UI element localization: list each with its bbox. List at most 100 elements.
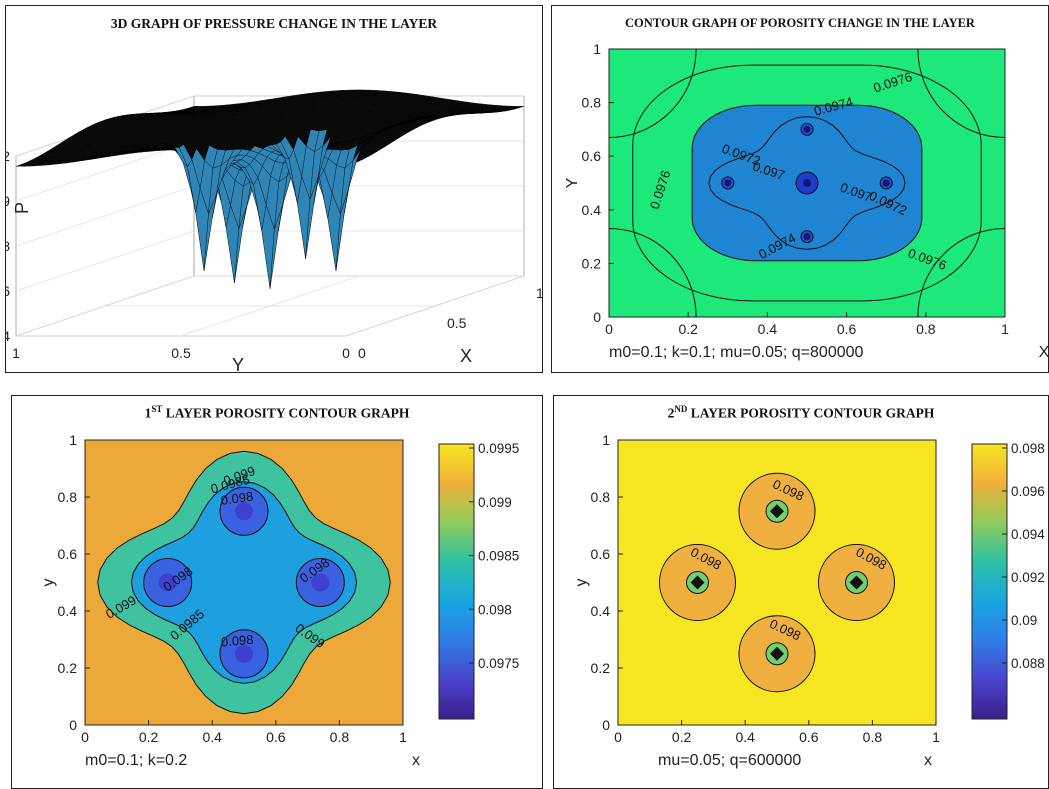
y-tick-label: 1 xyxy=(12,345,20,361)
porosity-contour-plot: 0 0.2 0.4 0.6 0.8 1 0 0.2 0.4 0.6 0.8 1 Ym0=0.1; k=0… xyxy=(564,41,1048,361)
contour-label: 0.098 xyxy=(220,632,254,650)
colorbar-tick-label: 0.096 xyxy=(1011,484,1045,499)
x-tick-label: 0.2 xyxy=(678,321,698,337)
y-tick-label: 0.4 xyxy=(58,603,78,619)
y-tick-label: 0.4 xyxy=(591,603,611,619)
x-tick-label: 0.5 xyxy=(447,315,467,331)
well-core xyxy=(770,504,784,519)
x-tick-label: 1 xyxy=(536,285,543,301)
y-tick-label: 0 xyxy=(342,345,350,361)
plot-frame xyxy=(608,48,1006,318)
z-gridline xyxy=(15,230,524,292)
x-axis-label: x xyxy=(924,752,932,769)
x-tick-label: 0 xyxy=(605,321,613,337)
contour-0.0972 xyxy=(708,116,906,250)
title-text: LAYER POROSITY CONTOUR GRAPH xyxy=(687,405,935,421)
y-tick-label: 0.5 xyxy=(171,345,191,361)
x-tick-label: 0.8 xyxy=(863,729,883,745)
y-gridline xyxy=(345,275,525,337)
layer1-contour-panel: 1ST LAYER POROSITY CONTOUR GRAPH 0 0.2 0.4… xyxy=(11,395,543,789)
x-tick-label: 0.8 xyxy=(916,321,936,337)
colorbar-tick-label: 0.099 xyxy=(478,495,512,510)
x-tick-label: 0.4 xyxy=(202,729,222,745)
z-tick-label: 0.92 xyxy=(5,148,10,164)
x-tick-label: 0.2 xyxy=(672,729,692,745)
well-core xyxy=(158,573,177,592)
y-tick-label: 0.6 xyxy=(582,148,602,164)
plot-area xyxy=(609,49,1005,317)
contour-0.0976 xyxy=(632,64,982,302)
y-tick-label: 0 xyxy=(602,717,610,733)
x-tick-label: 1 xyxy=(399,729,407,745)
pressure-3d-panel: 3D GRAPH OF PRESSURE CHANGE IN THE LAYER… xyxy=(5,5,543,373)
layer2-contour-plot: 0 0.2 0.4 0.6 0.8 1 0 0.2 0.4 0.6 0.8 1 y mu=0.05; q=… xyxy=(573,432,1045,769)
well-core xyxy=(849,575,864,590)
pressure-surface-plot: 0.84 0.86 0.88 0.9 0.92 0 0.5 1 1 0.5 0 P Y X xyxy=(5,89,543,373)
y-tick-label: 0 xyxy=(69,717,77,733)
x-tick-label: 0 xyxy=(81,729,89,745)
chart-title: CONTOUR GRAPH OF POROSITY CHANGE IN THE … xyxy=(625,16,975,30)
y-tick-label: 0.2 xyxy=(591,660,611,676)
colorbar-tick-label: 0.088 xyxy=(1011,656,1045,671)
layer2-contour-panel: 2ND LAYER POROSITY CONTOUR GRAPH 0 0.2 0.4… xyxy=(553,395,1049,789)
well-dot xyxy=(803,125,811,133)
x-tick-label: 0.4 xyxy=(735,729,755,745)
porosity-contour-panel: CONTOUR GRAPH OF POROSITY CHANGE IN THE … xyxy=(551,5,1049,373)
parameter-caption: m0=0.1; k=0.2 xyxy=(85,752,187,769)
y-tick-label: 0.2 xyxy=(582,255,602,271)
x-tick-label: 0 xyxy=(358,345,366,361)
x-tick-label: 1 xyxy=(1001,321,1009,337)
surface-mesh xyxy=(15,89,525,289)
chart-title: 3D GRAPH OF PRESSURE CHANGE IN THE LAYER xyxy=(110,16,438,31)
well-core xyxy=(770,646,784,661)
y-tick-label: 0.4 xyxy=(582,202,602,218)
z-tick-label: 0.9 xyxy=(5,193,10,209)
contour-label: 0.098 xyxy=(220,489,254,508)
colorbar-rect xyxy=(438,443,475,720)
well-dot xyxy=(724,179,732,187)
z-tick-label: 0.88 xyxy=(5,238,10,254)
title-superscript: ST xyxy=(151,404,163,414)
well-core xyxy=(690,575,705,590)
x-tick-label: 0.8 xyxy=(330,729,350,745)
x-tick-label: 0.6 xyxy=(799,729,819,745)
y-axis-label: Y xyxy=(232,355,244,373)
surface-cell xyxy=(511,106,525,108)
y-gridline xyxy=(15,275,195,337)
x-tick-label: 1 xyxy=(932,729,940,745)
region-0.098 xyxy=(130,481,358,684)
plot-frame xyxy=(84,439,404,726)
colorbar: 0.098 0.096 0.094 0.092 0.09 0.088 xyxy=(971,441,1045,720)
y-tick-label: 1 xyxy=(593,41,601,57)
plot-area xyxy=(618,440,936,725)
y-tick-label: 0.6 xyxy=(591,546,611,562)
colorbar-tick-label: 0.0995 xyxy=(478,441,519,456)
colorbar-tick-label: 0.098 xyxy=(478,602,512,617)
plot-area xyxy=(85,440,403,725)
y-tick-label: 0.8 xyxy=(591,489,611,505)
y-tick-label: 0.6 xyxy=(58,546,78,562)
colorbar-tick-label: 0.0975 xyxy=(478,656,519,671)
y-tick-label: 0.2 xyxy=(58,660,78,676)
well-core xyxy=(235,502,253,521)
colorbar-rect xyxy=(971,443,1008,720)
colorbar-tick-label: 0.098 xyxy=(1011,441,1045,456)
y-axis-label: y xyxy=(40,579,57,587)
x-tick-label: 0.2 xyxy=(139,729,159,745)
y-axis-label: Y xyxy=(564,177,581,188)
z-tick-label: 0.86 xyxy=(5,283,10,299)
x-tick-label: 0.6 xyxy=(837,321,857,337)
z-axis-label: P xyxy=(12,202,32,214)
y-gridline xyxy=(180,275,360,337)
x-axis-label: X xyxy=(460,346,472,366)
colorbar-tick-label: 0.094 xyxy=(1011,527,1045,542)
y-tick-label: 0.8 xyxy=(582,95,602,111)
layer1-contour-plot: 0 0.2 0.4 0.6 0.8 1 0 0.2 0.4 0.6 0.8 1 y m0=0.1; k=0… xyxy=(40,432,519,769)
x-tick-label: 0 xyxy=(614,729,622,745)
chart-title: 1ST LAYER POROSITY CONTOUR GRAPH xyxy=(12,404,542,422)
colorbar-tick-label: 0.092 xyxy=(1011,570,1045,585)
y-tick-label: 0 xyxy=(593,309,601,325)
center-well-dot xyxy=(803,179,811,187)
parameter-caption: mu=0.05; q=600000 xyxy=(658,752,801,769)
y-tick-label: 1 xyxy=(602,432,610,448)
